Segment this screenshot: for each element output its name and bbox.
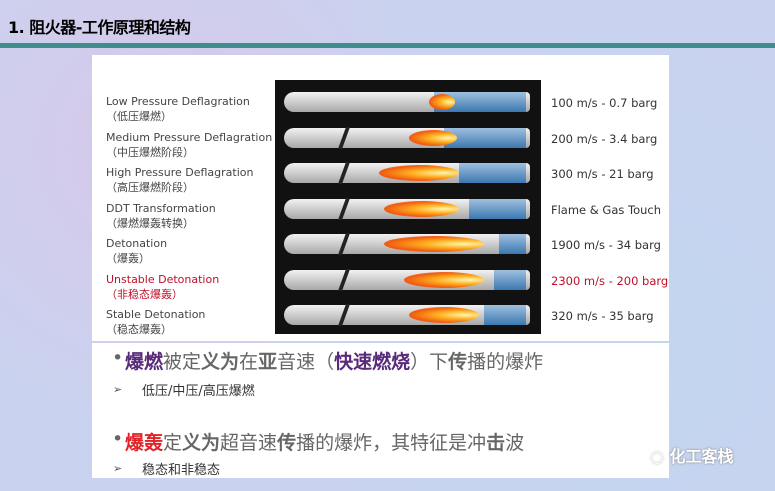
flame <box>384 236 484 252</box>
diagram-row: Unstable Detonation （非稳态爆轰） 2300 m/s - 20… <box>0 260 775 301</box>
watermark-text: 化工客栈 <box>669 447 734 466</box>
row-label: Detonation （爆轰） <box>106 236 167 266</box>
row-label: DDT Transformation （爆燃爆轰转换） <box>106 201 216 231</box>
unburnt-gas <box>434 92 526 112</box>
row-label: Medium Pressure Deflagration （中压爆燃阶段） <box>106 130 272 160</box>
pipe-tube <box>284 304 530 326</box>
watermark: ◌ 化工客栈 <box>650 443 734 467</box>
label-en: DDT Transformation <box>106 201 216 215</box>
text: ）下 <box>410 351 449 373</box>
flame <box>429 94 455 110</box>
title-divider <box>0 43 775 48</box>
row-label: Low Pressure Deflagration （低压爆燃） <box>106 94 250 124</box>
flame-arrester-mark <box>337 197 351 220</box>
bullet-dot: • <box>112 347 124 369</box>
text: 定 <box>163 432 183 454</box>
flame <box>409 307 479 323</box>
label-zh: （高压爆燃阶段） <box>106 181 194 194</box>
label-zh: （爆燃爆轰转换） <box>106 216 194 230</box>
row-value: 100 m/s - 0.7 barg <box>551 96 658 110</box>
sub-bullet: 低压/中压/高压爆燃 <box>142 384 255 399</box>
text: 在 <box>239 351 259 373</box>
row-value: 200 m/s - 3.4 barg <box>551 131 658 146</box>
text: 波 <box>505 432 525 454</box>
row-value: 2300 m/s - 200 barg <box>551 273 669 288</box>
flame-arrester-mark <box>337 162 351 184</box>
diagram-row: Low Pressure Deflagration （低压爆燃） 100 m/s … <box>0 82 775 123</box>
flame-arrester-mark <box>337 126 351 149</box>
flame <box>384 200 459 217</box>
diagram-row: High Pressure Deflagration （高压爆燃阶段） 300 m… <box>0 153 775 194</box>
text: 超音速 <box>220 432 278 454</box>
text: 击 <box>486 432 506 454</box>
diagram-row: Medium Pressure Deflagration （中压爆燃阶段） 200… <box>0 118 775 159</box>
label-zh: （非稳态爆轰） <box>106 287 183 301</box>
text: 传 <box>448 351 468 373</box>
label-en: Medium Pressure Deflagration <box>106 130 273 144</box>
flame <box>409 129 457 146</box>
bullet-dot: • <box>112 428 124 450</box>
term-fast-burning: 快速燃烧 <box>334 351 411 373</box>
label-en: Stable Detonation <box>106 308 206 321</box>
pipe-tube <box>284 233 530 255</box>
bullet-deflagration: 爆燃被定义为在亚音速（快速燃烧）下传播的爆炸 <box>125 347 543 374</box>
diagram-row: DDT Transformation （爆燃爆轰转换） Flame & Gas T… <box>0 189 775 230</box>
label-en: Detonation <box>106 237 168 250</box>
diagram-row: Stable Detonation （稳态爆轰） 320 m/s - 35 bar… <box>0 295 775 336</box>
arrow-bullet-icon: ➢ <box>113 383 123 396</box>
unburnt-gas <box>469 198 526 219</box>
pipe-tube <box>284 268 530 291</box>
row-value: 1900 m/s - 34 barg <box>551 238 661 252</box>
label-zh: （中压爆燃阶段） <box>106 145 194 159</box>
slide-title: 1. 阻火器-工作原理和结构 <box>8 18 191 37</box>
label-zh: （低压爆燃） <box>106 110 172 123</box>
text: 音速（ <box>277 351 335 373</box>
label-zh: （爆轰） <box>106 252 150 265</box>
term-detonation: 爆轰 <box>125 432 164 454</box>
text: 播的爆炸 <box>467 351 544 373</box>
text: 播的爆炸，其特征是冲 <box>296 432 487 454</box>
unburnt-gas <box>459 163 526 183</box>
text: 义为 <box>201 351 240 373</box>
label-en: Low Pressure Deflagration <box>106 95 250 108</box>
text: 亚 <box>258 351 278 373</box>
label-zh: （稳态爆轰） <box>106 323 172 336</box>
pipe-tube <box>284 197 530 220</box>
unburnt-gas <box>499 234 526 254</box>
label-en: High Pressure Deflagration <box>106 166 254 179</box>
unburnt-gas <box>444 127 526 148</box>
flame-arrester-mark <box>337 233 351 255</box>
label-en: Unstable Detonation <box>106 272 220 286</box>
pipe-tube <box>284 126 530 149</box>
flame-arrester-mark <box>337 304 351 326</box>
text: 传 <box>277 432 297 454</box>
pipe-tube <box>284 162 530 184</box>
wechat-icon: ◌ <box>650 447 670 466</box>
text-panel <box>92 343 669 478</box>
text: 被定 <box>163 351 202 373</box>
unburnt-gas <box>484 305 526 325</box>
row-label: High Pressure Deflagration （高压爆燃阶段） <box>106 165 253 195</box>
flame-arrester-mark <box>337 268 351 291</box>
unburnt-gas <box>494 269 526 290</box>
row-label: Stable Detonation （稳态爆轰） <box>106 307 205 337</box>
term-deflagration: 爆燃 <box>125 351 164 373</box>
row-value: Flame & Gas Touch <box>551 202 662 217</box>
pipe-tube <box>284 92 530 112</box>
row-value: 320 m/s - 35 barg <box>551 309 654 323</box>
text: 义为 <box>182 432 221 454</box>
arrow-bullet-icon: ➢ <box>113 462 123 475</box>
diagram-row: Detonation （爆轰） 1900 m/s - 34 barg <box>0 224 775 265</box>
bullet-detonation: 爆轰定义为超音速传播的爆炸，其特征是冲击波 <box>125 428 524 455</box>
flame <box>404 271 484 288</box>
row-label: Unstable Detonation （非稳态爆轰） <box>106 272 219 302</box>
sub-bullet: 稳态和非稳态 <box>142 463 221 478</box>
row-value: 300 m/s - 21 barg <box>551 167 654 181</box>
flame <box>379 165 459 181</box>
